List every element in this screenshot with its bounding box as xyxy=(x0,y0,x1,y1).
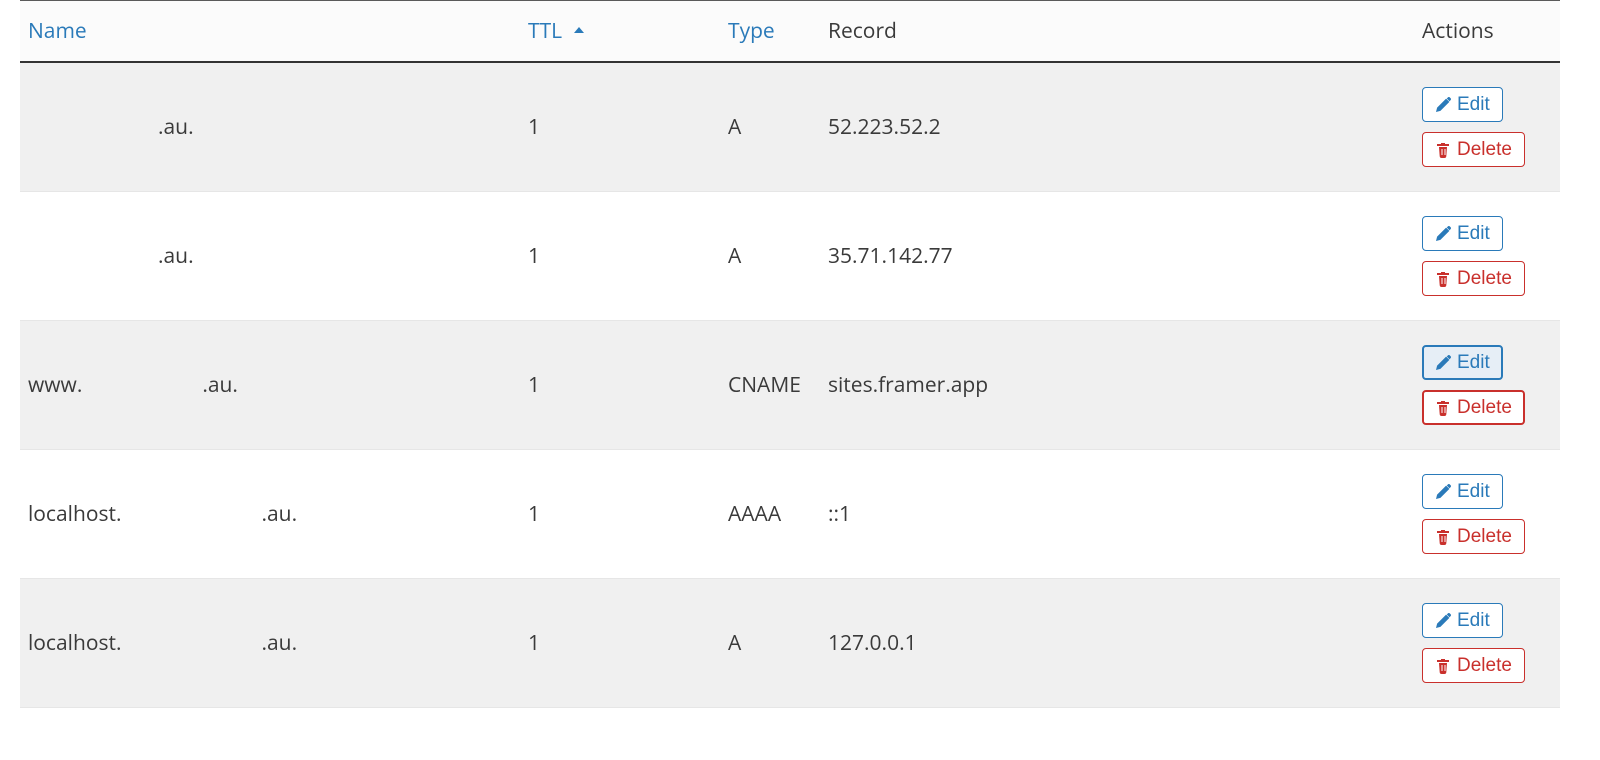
table-row: localhost. .au. 1AAAA::1 Edit Delete xyxy=(20,450,1560,579)
table-row: localhost. .au. 1A127.0.0.1 Edit Delete xyxy=(20,579,1560,708)
trash-icon xyxy=(1435,142,1451,158)
table-row: www. .au. 1CNAMEsites.framer.app Edit Dele… xyxy=(20,321,1560,450)
redacted-domain-gap xyxy=(122,500,262,528)
edit-button-label: Edit xyxy=(1457,224,1490,243)
column-header-record: Record xyxy=(828,17,1422,45)
cell-record: ::1 xyxy=(828,500,1422,528)
edit-button-label: Edit xyxy=(1457,353,1490,372)
redacted-domain-gap xyxy=(28,242,158,270)
column-header-actions-label: Actions xyxy=(1422,17,1494,45)
record-name-suffix: .au. xyxy=(262,500,298,528)
record-name-suffix: .au. xyxy=(202,371,238,399)
column-header-type[interactable]: Type xyxy=(728,17,828,45)
record-name-suffix: .au. xyxy=(158,113,194,141)
cell-ttl: 1 xyxy=(528,113,728,141)
cell-name: .au. xyxy=(28,113,528,141)
record-name-prefix: www. xyxy=(28,371,82,399)
pencil-icon xyxy=(1435,226,1451,242)
cell-name: .au. xyxy=(28,242,528,270)
edit-button[interactable]: Edit xyxy=(1422,345,1503,380)
cell-name: www. .au. xyxy=(28,371,528,399)
delete-button-label: Delete xyxy=(1457,527,1512,546)
cell-actions: Edit Delete xyxy=(1422,216,1552,296)
delete-button[interactable]: Delete xyxy=(1422,390,1525,425)
edit-button[interactable]: Edit xyxy=(1422,603,1503,638)
cell-record: sites.framer.app xyxy=(828,371,1422,399)
record-name-prefix: localhost. xyxy=(28,629,122,657)
record-name-prefix: localhost. xyxy=(28,500,122,528)
redacted-domain-gap xyxy=(28,113,158,141)
column-header-actions: Actions xyxy=(1422,17,1552,45)
pencil-icon xyxy=(1435,355,1451,371)
edit-button[interactable]: Edit xyxy=(1422,216,1503,251)
delete-button[interactable]: Delete xyxy=(1422,519,1525,554)
pencil-icon xyxy=(1435,613,1451,629)
sort-asc-icon xyxy=(572,17,586,45)
column-header-ttl[interactable]: TTL xyxy=(528,17,728,45)
cell-actions: Edit Delete xyxy=(1422,474,1552,554)
edit-button[interactable]: Edit xyxy=(1422,474,1503,509)
cell-ttl: 1 xyxy=(528,371,728,399)
cell-type: CNAME xyxy=(728,371,828,399)
delete-button-label: Delete xyxy=(1457,656,1512,675)
column-header-record-label: Record xyxy=(828,17,897,45)
table-body: .au.1A52.223.52.2 Edit Delete.au.1A35.71… xyxy=(20,63,1560,708)
cell-ttl: 1 xyxy=(528,500,728,528)
delete-button[interactable]: Delete xyxy=(1422,261,1525,296)
redacted-domain-gap xyxy=(82,371,202,399)
cell-name: localhost. .au. xyxy=(28,629,528,657)
cell-ttl: 1 xyxy=(528,629,728,657)
cell-type: A xyxy=(728,113,828,141)
column-header-name-label: Name xyxy=(28,17,87,45)
trash-icon xyxy=(1435,658,1451,674)
cell-ttl: 1 xyxy=(528,242,728,270)
delete-button-label: Delete xyxy=(1457,269,1512,288)
cell-record: 52.223.52.2 xyxy=(828,113,1422,141)
cell-name: localhost. .au. xyxy=(28,500,528,528)
cell-actions: Edit Delete xyxy=(1422,87,1552,167)
cell-record: 127.0.0.1 xyxy=(828,629,1422,657)
table-row: .au. 1A35.71.142.77 Edit Delete xyxy=(20,192,1560,321)
pencil-icon xyxy=(1435,97,1451,113)
record-name-suffix: .au. xyxy=(158,242,194,270)
cell-type: A xyxy=(728,629,828,657)
cell-record: 35.71.142.77 xyxy=(828,242,1422,270)
record-name-suffix: .au. xyxy=(262,629,298,657)
trash-icon xyxy=(1435,400,1451,416)
edit-button[interactable]: Edit xyxy=(1422,87,1503,122)
table-row: .au. 1A52.223.52.2 Edit Delete xyxy=(20,63,1560,192)
pencil-icon xyxy=(1435,484,1451,500)
edit-button-label: Edit xyxy=(1457,611,1490,630)
delete-button-label: Delete xyxy=(1457,140,1512,159)
cell-actions: Edit Delete xyxy=(1422,603,1552,683)
trash-icon xyxy=(1435,529,1451,545)
delete-button-label: Delete xyxy=(1457,398,1512,417)
trash-icon xyxy=(1435,271,1451,287)
delete-button[interactable]: Delete xyxy=(1422,648,1525,683)
cell-type: AAAA xyxy=(728,500,828,528)
delete-button[interactable]: Delete xyxy=(1422,132,1525,167)
column-header-name[interactable]: Name xyxy=(28,17,528,45)
column-header-type-label: Type xyxy=(728,17,775,45)
table-header-row: Name TTL Type Record Actions xyxy=(20,0,1560,63)
edit-button-label: Edit xyxy=(1457,95,1490,114)
cell-actions: Edit Delete xyxy=(1422,345,1552,425)
dns-zone-table: Name TTL Type Record Actions .au.1A52.22… xyxy=(20,0,1560,708)
column-header-ttl-label: TTL xyxy=(528,17,562,45)
cell-type: A xyxy=(728,242,828,270)
edit-button-label: Edit xyxy=(1457,482,1490,501)
redacted-domain-gap xyxy=(122,629,262,657)
